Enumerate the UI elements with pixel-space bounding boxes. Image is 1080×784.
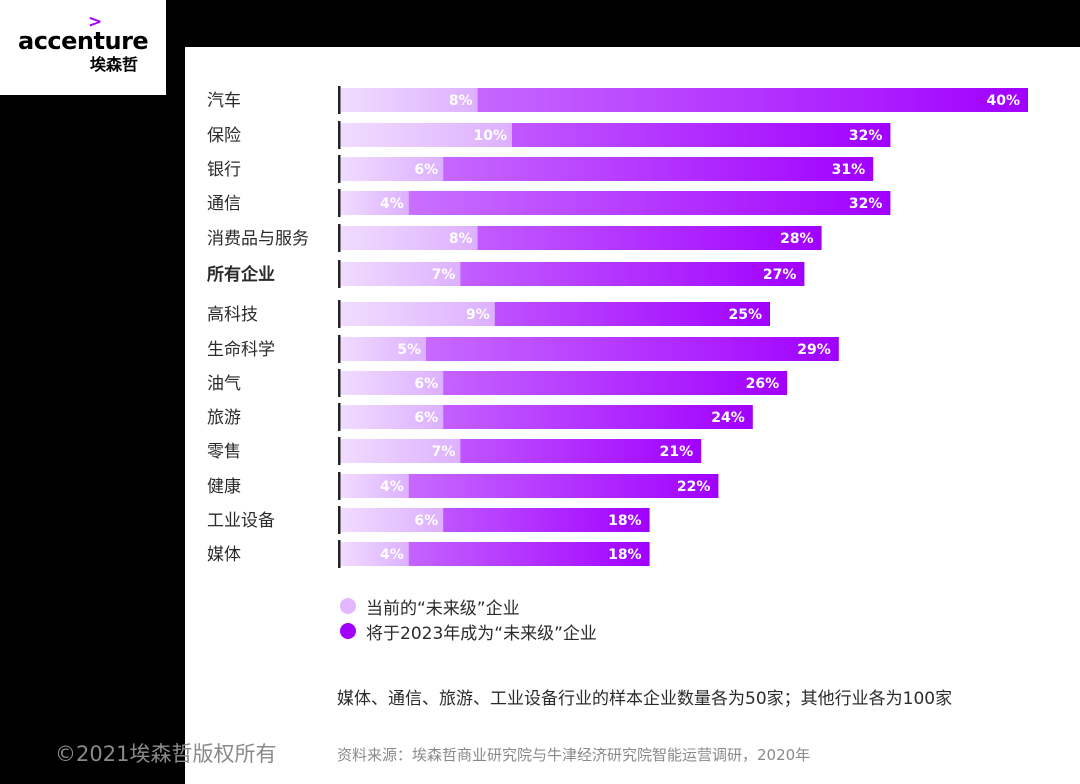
baseline-tick bbox=[338, 369, 341, 397]
legend-label-future: 将于2023年成为“未来级”企业 bbox=[366, 623, 597, 644]
baseline-tick bbox=[338, 403, 341, 431]
bar-chart: 汽车 8% 40% 保险 10% 32% 银行 6% 31% 通信 4% 32% 消费品与服务 8% 28%… bbox=[207, 86, 1028, 568]
data-label-current: 5% bbox=[397, 342, 421, 358]
data-label-current: 4% bbox=[380, 479, 404, 495]
data-label-current: 6% bbox=[414, 162, 438, 178]
data-label-current: 6% bbox=[414, 410, 438, 426]
bar-current bbox=[340, 123, 512, 147]
data-label-future: 29% bbox=[797, 342, 831, 358]
baseline-tick bbox=[338, 506, 341, 534]
data-label-future: 25% bbox=[728, 307, 762, 323]
baseline-tick bbox=[338, 155, 341, 183]
category-label: 零售 bbox=[207, 442, 241, 462]
data-label-future: 32% bbox=[849, 128, 883, 144]
baseline-tick bbox=[338, 121, 341, 149]
baseline-tick bbox=[338, 437, 341, 465]
baseline-tick bbox=[338, 300, 341, 328]
data-label-future: 21% bbox=[660, 444, 694, 460]
bar-current bbox=[340, 439, 461, 463]
baseline-tick bbox=[338, 86, 341, 114]
bar-future bbox=[340, 191, 891, 215]
baseline-tick bbox=[338, 260, 341, 288]
category-label: 银行 bbox=[207, 160, 241, 180]
category-label: 高科技 bbox=[207, 305, 258, 325]
data-label-future: 32% bbox=[849, 196, 883, 212]
data-label-future: 31% bbox=[832, 162, 866, 178]
bar-current bbox=[340, 191, 409, 215]
category-label: 汽车 bbox=[207, 91, 241, 111]
data-label-current: 8% bbox=[449, 93, 473, 109]
data-label-future: 28% bbox=[780, 231, 814, 247]
bar-current bbox=[340, 262, 461, 286]
source-note: 资料来源：埃森哲商业研究院与牛津经济研究院智能运营调研，2020年 bbox=[337, 746, 811, 764]
bar-current bbox=[340, 474, 409, 498]
data-label-current: 7% bbox=[432, 444, 456, 460]
data-label-current: 4% bbox=[380, 547, 404, 563]
legend-item-future: 将于2023年成为“未来级”企业 bbox=[340, 620, 597, 644]
logo-chevron-icon: > bbox=[88, 12, 103, 32]
data-label-future: 26% bbox=[746, 376, 780, 392]
category-label: 通信 bbox=[207, 194, 241, 214]
data-label-current: 9% bbox=[466, 307, 490, 323]
legend-swatch-current bbox=[340, 598, 356, 614]
data-label-current: 10% bbox=[473, 128, 507, 144]
logo: > accenture 埃森哲 bbox=[0, 0, 166, 95]
category-label: 工业设备 bbox=[207, 511, 275, 531]
legend-swatch-future bbox=[340, 623, 356, 639]
baseline-tick bbox=[338, 189, 341, 217]
baseline-tick bbox=[338, 472, 341, 500]
bar-current bbox=[340, 157, 444, 181]
chart-panel: 汽车 8% 40% 保险 10% 32% 银行 6% 31% 通信 4% 32% 消费品与服务 8% 28%… bbox=[185, 47, 1080, 784]
bar-current bbox=[340, 371, 444, 395]
bar-current bbox=[340, 302, 495, 326]
data-label-current: 7% bbox=[432, 267, 456, 283]
legend-item-current: 当前的“未来级”企业 bbox=[340, 595, 520, 619]
legend-label-current: 当前的“未来级”企业 bbox=[366, 598, 520, 619]
bar-current bbox=[340, 405, 444, 429]
data-label-future: 22% bbox=[677, 479, 711, 495]
bar-current bbox=[340, 88, 478, 112]
data-label-future: 40% bbox=[986, 93, 1020, 109]
category-label: 旅游 bbox=[207, 408, 241, 428]
bar-current bbox=[340, 337, 426, 361]
bar-current bbox=[340, 226, 478, 250]
bar-current bbox=[340, 508, 444, 532]
logo-chinese-name: 埃森哲 bbox=[90, 55, 139, 74]
data-label-future: 24% bbox=[711, 410, 745, 426]
data-label-future: 18% bbox=[608, 547, 642, 563]
category-label: 健康 bbox=[207, 477, 241, 497]
data-label-current: 6% bbox=[414, 513, 438, 529]
baseline-tick bbox=[338, 224, 341, 252]
category-label: 所有企业 bbox=[207, 264, 275, 285]
baseline-tick bbox=[338, 540, 341, 568]
category-label: 消费品与服务 bbox=[207, 229, 309, 249]
data-label-future: 18% bbox=[608, 513, 642, 529]
data-label-current: 4% bbox=[380, 196, 404, 212]
baseline-tick bbox=[338, 335, 341, 363]
category-label: 油气 bbox=[207, 374, 241, 394]
copyright-notice: ©2021埃森哲版权所有 bbox=[55, 742, 277, 766]
bar-current bbox=[340, 542, 409, 566]
sample-size-footnote: 媒体、通信、旅游、工业设备行业的样本企业数量各为50家；其他行业各为100家 bbox=[337, 689, 953, 709]
category-label: 媒体 bbox=[207, 545, 241, 565]
category-label: 生命科学 bbox=[207, 340, 275, 360]
logo-wordmark: accenture bbox=[18, 27, 149, 55]
category-label: 保险 bbox=[207, 126, 241, 146]
data-label-future: 27% bbox=[763, 267, 797, 283]
data-label-current: 6% bbox=[414, 376, 438, 392]
data-label-current: 8% bbox=[449, 231, 473, 247]
